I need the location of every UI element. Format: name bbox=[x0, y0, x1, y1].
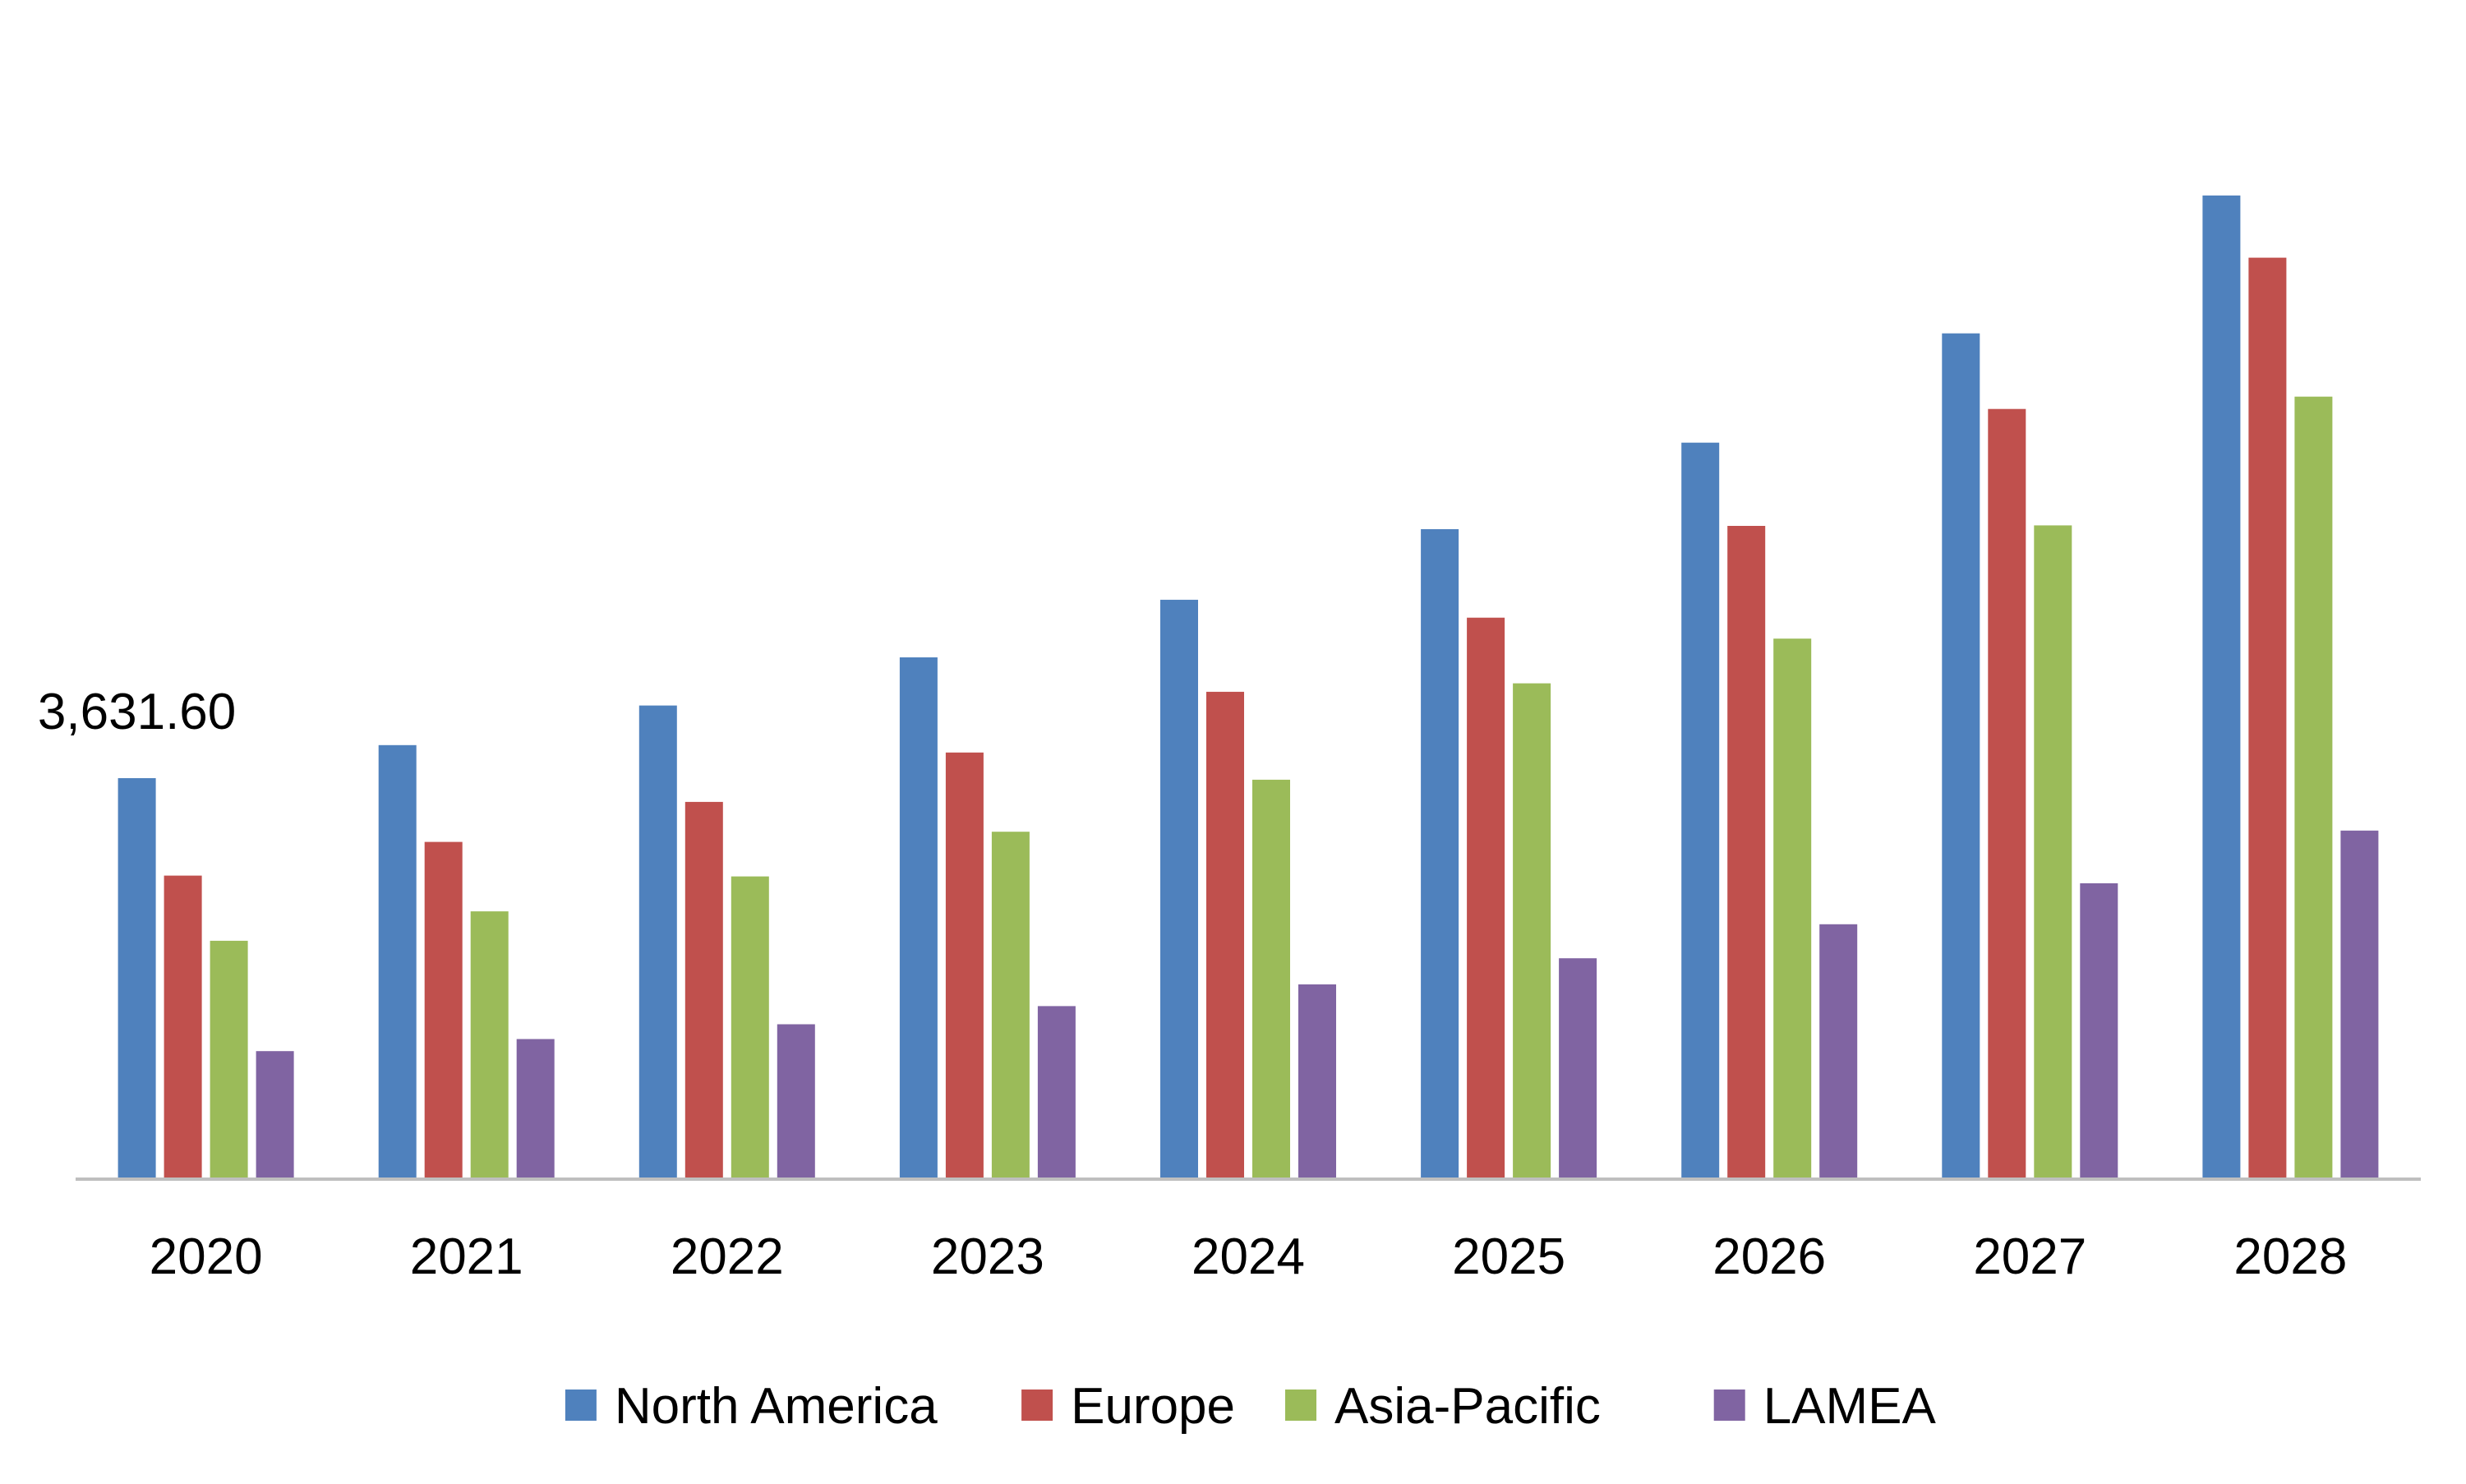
bar-europe-2025 bbox=[1467, 617, 1505, 1178]
legend: North America Europe Asia-Pacific LAMEA bbox=[565, 1378, 1937, 1435]
bar-north-america-2026 bbox=[1681, 442, 1720, 1178]
bar-asia-pacific-2020 bbox=[210, 940, 248, 1178]
bar-north-america-2025 bbox=[1421, 529, 1459, 1178]
legend-item-north-america: North America bbox=[565, 1378, 938, 1435]
bar-europe-2022 bbox=[684, 801, 723, 1178]
bar-lamea-2022 bbox=[777, 1024, 815, 1178]
x-tick-label-2027: 2027 bbox=[1973, 1228, 2086, 1285]
bar-europe-2026 bbox=[1727, 526, 1766, 1178]
x-tick-label-2024: 2024 bbox=[1192, 1228, 1305, 1285]
legend-swatch-europe bbox=[1021, 1390, 1053, 1421]
legend-item-asia-pacific: Asia-Pacific bbox=[1285, 1378, 1601, 1435]
bar-europe-2028 bbox=[2248, 257, 2287, 1179]
bar-europe-2021 bbox=[424, 841, 463, 1178]
x-axis: 2020 2021 2022 2023 2024 2025 2026 2027 2028 bbox=[76, 1178, 2421, 1285]
bar-europe-2020 bbox=[164, 875, 202, 1178]
bar-asia-pacific-2023 bbox=[991, 832, 1030, 1178]
bar-europe-2027 bbox=[1988, 408, 2026, 1178]
legend-label-asia-pacific: Asia-Pacific bbox=[1334, 1378, 1601, 1435]
bar-asia-pacific-2021 bbox=[470, 911, 509, 1178]
bar-lamea-2028 bbox=[2340, 830, 2379, 1178]
legend-item-lamea: LAMEA bbox=[1713, 1378, 1937, 1435]
x-tick-label-2020: 2020 bbox=[150, 1228, 263, 1285]
legend-swatch-asia-pacific bbox=[1285, 1390, 1316, 1421]
x-tick-label-2026: 2026 bbox=[1712, 1228, 1826, 1285]
bar-north-america-2022 bbox=[638, 705, 677, 1178]
bar-asia-pacific-2022 bbox=[731, 876, 769, 1178]
legend-swatch-north-america bbox=[565, 1390, 597, 1421]
bars-layer bbox=[118, 195, 2379, 1179]
legend-swatch-lamea bbox=[1713, 1390, 1745, 1421]
bar-north-america-2020 bbox=[118, 778, 156, 1178]
legend-label-europe: Europe bbox=[1071, 1378, 1235, 1435]
bar-lamea-2025 bbox=[1559, 958, 1597, 1178]
bar-north-america-2023 bbox=[899, 657, 938, 1178]
bar-lamea-2024 bbox=[1298, 984, 1336, 1178]
bar-lamea-2023 bbox=[1037, 1006, 1076, 1178]
bar-lamea-2026 bbox=[1819, 924, 1858, 1178]
bar-asia-pacific-2028 bbox=[2294, 396, 2333, 1178]
legend-label-lamea: LAMEA bbox=[1763, 1378, 1937, 1435]
bar-europe-2024 bbox=[1206, 691, 1244, 1178]
x-tick-label-2028: 2028 bbox=[2233, 1228, 2347, 1285]
bar-asia-pacific-2024 bbox=[1252, 779, 1290, 1178]
bar-north-america-2028 bbox=[2202, 195, 2241, 1178]
bar-north-america-2024 bbox=[1160, 599, 1198, 1178]
x-tick-label-2023: 2023 bbox=[931, 1228, 1044, 1285]
legend-item-europe: Europe bbox=[1021, 1378, 1235, 1435]
bar-lamea-2027 bbox=[2080, 883, 2118, 1178]
bar-europe-2023 bbox=[945, 752, 984, 1178]
bar-north-america-2021 bbox=[378, 744, 417, 1178]
legend-label-north-america: North America bbox=[615, 1378, 938, 1435]
bar-lamea-2021 bbox=[516, 1039, 555, 1178]
data-label-north-america-2020: 3,631.60 bbox=[38, 684, 236, 740]
bar-lamea-2020 bbox=[256, 1051, 294, 1178]
bar-asia-pacific-2025 bbox=[1513, 683, 1551, 1178]
x-tick-label-2025: 2025 bbox=[1452, 1228, 1565, 1285]
x-tick-label-2021: 2021 bbox=[410, 1228, 523, 1285]
x-tick-label-2022: 2022 bbox=[671, 1228, 784, 1285]
bar-asia-pacific-2027 bbox=[2034, 525, 2072, 1178]
bar-asia-pacific-2026 bbox=[1773, 638, 1812, 1178]
data-labels: 3,631.60 bbox=[38, 684, 236, 740]
bar-north-america-2027 bbox=[1942, 333, 1980, 1179]
